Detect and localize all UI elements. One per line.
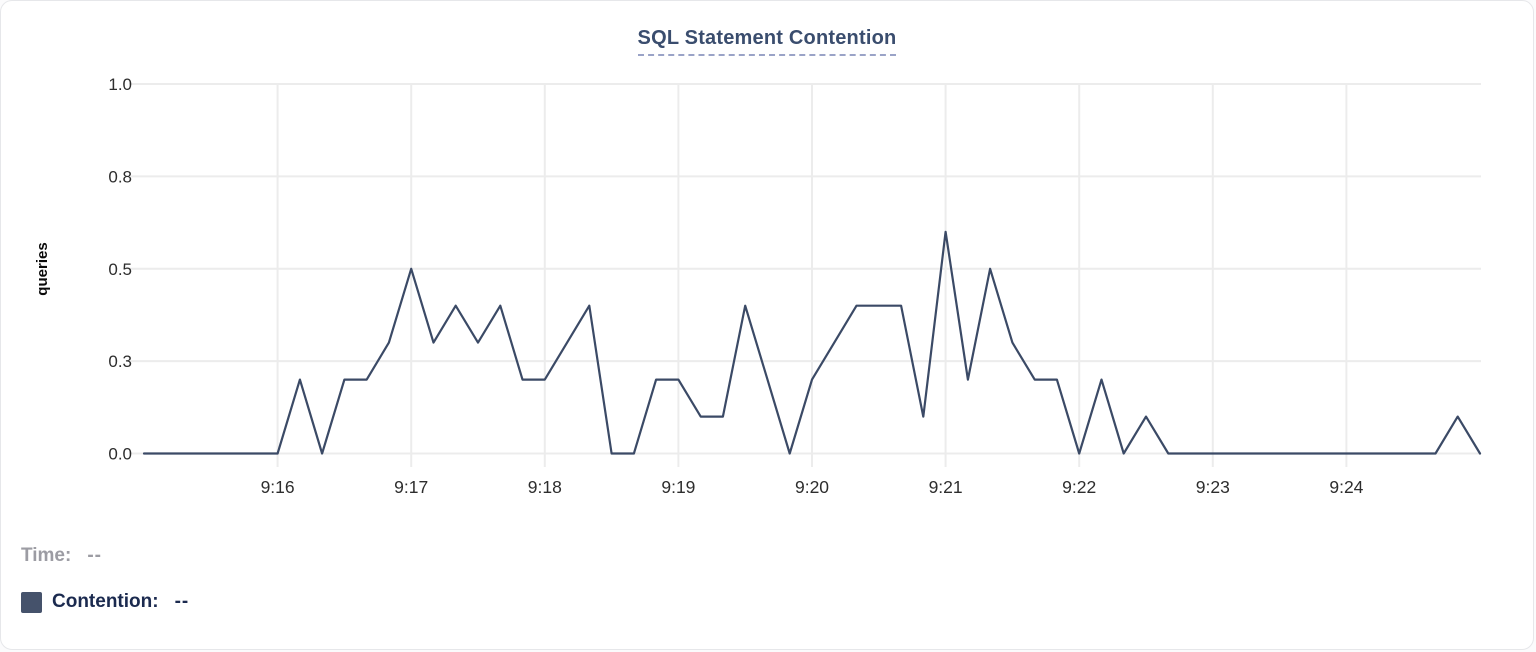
- time-value: --: [87, 545, 102, 566]
- contention-series-swatch: [21, 591, 42, 613]
- legend-row-contention: Contention: --: [21, 587, 521, 617]
- x-axis-tick-label: 9:17: [394, 477, 428, 497]
- x-axis-tick-label: 9:22: [1062, 477, 1096, 497]
- x-axis-tick-label: 9:21: [929, 477, 963, 497]
- chart-title[interactable]: SQL Statement Contention: [637, 27, 897, 56]
- y-axis-tick-label: 0.5: [108, 260, 132, 279]
- x-axis-tick-label: 9:23: [1196, 477, 1230, 497]
- chart-legend: Time: -- Contention: --: [21, 541, 521, 633]
- contention-series-line: [142, 230, 1482, 455]
- y-axis-tick-label: 1.0: [108, 75, 132, 94]
- y-axis-tick-label: 0.3: [108, 352, 132, 371]
- contention-value: --: [174, 591, 190, 612]
- x-axis-tick-label: 9:16: [261, 477, 295, 497]
- y-axis-tick-label: 0.0: [108, 445, 132, 464]
- chart-header: SQL Statement Contention: [1, 27, 1533, 56]
- contention-line-chart[interactable]: 0.0 0.3 0.5 0.8 1.0 9:16 9:17 9:18 9:19 9:20 9:21 9…: [1, 1, 1534, 521]
- time-label: Time:: [21, 545, 72, 566]
- x-axis-tick-label: 9:18: [528, 477, 562, 497]
- x-axis-tick-label: 9:19: [661, 477, 695, 497]
- y-axis-title: queries: [34, 242, 51, 295]
- x-axis-tick-label: 9:24: [1329, 477, 1363, 497]
- y-axis-tick-label: 0.8: [108, 167, 132, 186]
- legend-row-time: Time: --: [21, 541, 521, 571]
- x-axis-tick-label: 9:20: [795, 477, 829, 497]
- contention-label: Contention:: [52, 591, 159, 612]
